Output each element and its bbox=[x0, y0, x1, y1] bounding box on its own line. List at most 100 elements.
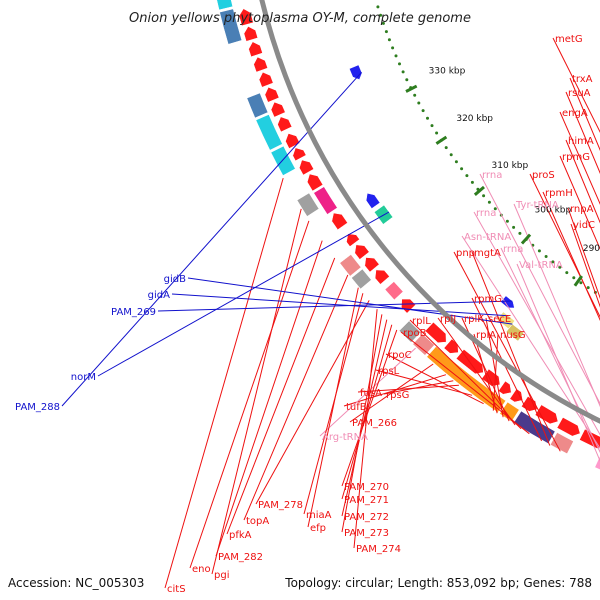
gene-feature bbox=[246, 92, 269, 119]
leader-line bbox=[516, 263, 600, 463]
gene-label: efp bbox=[310, 523, 326, 534]
track-dot bbox=[586, 286, 590, 290]
kbp-tick bbox=[520, 233, 532, 245]
gene-label: rrna bbox=[503, 244, 523, 255]
leader-line bbox=[471, 297, 543, 442]
leader-line bbox=[353, 309, 378, 549]
gene-label: eno bbox=[192, 564, 211, 575]
gene-label: PAM_270 bbox=[344, 482, 389, 493]
track-dot bbox=[398, 62, 401, 66]
leader-line bbox=[375, 369, 473, 396]
leader-line bbox=[341, 319, 388, 517]
gene-feature bbox=[556, 417, 581, 437]
leader-line bbox=[565, 139, 600, 224]
track-dot bbox=[579, 281, 583, 285]
leader-line bbox=[552, 37, 600, 133]
gene-feature bbox=[253, 56, 268, 73]
gene-label: himA bbox=[568, 136, 594, 147]
track-dot bbox=[482, 194, 486, 198]
gene-label: rplL bbox=[412, 316, 431, 327]
gene-label: metG bbox=[555, 34, 583, 45]
track-dot bbox=[493, 207, 497, 211]
gene-label: citS bbox=[167, 584, 186, 595]
leader-line bbox=[479, 173, 600, 405]
label-leader-lines bbox=[61, 37, 600, 589]
track-dot bbox=[394, 54, 398, 58]
gene-feature bbox=[424, 321, 447, 343]
gene-label: yidC bbox=[573, 220, 595, 231]
gene-label: nusG bbox=[500, 330, 526, 341]
leader-line bbox=[226, 257, 336, 535]
leader-line bbox=[570, 223, 600, 308]
leader-line bbox=[567, 207, 600, 300]
gene-label: PAM_269 bbox=[111, 307, 156, 318]
track-dot bbox=[572, 276, 576, 280]
gene-label: PAM_266 bbox=[352, 418, 397, 429]
gene-feature bbox=[299, 159, 315, 176]
gene-feature bbox=[534, 404, 559, 425]
gene-label: pgi bbox=[214, 570, 229, 581]
kbp-label: 310 kbp bbox=[492, 161, 529, 171]
track-dot bbox=[565, 271, 569, 275]
gene-label: pnp bbox=[456, 248, 475, 259]
track-dot bbox=[454, 160, 458, 164]
track-dot bbox=[421, 109, 425, 113]
track-dot bbox=[379, 13, 383, 17]
gene-label: rpmG bbox=[562, 152, 590, 163]
gene-feature bbox=[398, 320, 422, 343]
kbp-tick bbox=[473, 185, 485, 196]
leader-line bbox=[97, 211, 390, 377]
leader-line bbox=[409, 319, 522, 430]
gene-label: miaA bbox=[306, 510, 332, 521]
leader-line bbox=[559, 155, 600, 250]
gene-feature bbox=[549, 432, 574, 455]
gene-feature bbox=[351, 268, 372, 290]
gene-label: Arg-tRNA bbox=[322, 432, 368, 443]
gene-feature bbox=[594, 455, 600, 470]
gene-label: rplK bbox=[464, 314, 484, 325]
leader-line bbox=[529, 173, 600, 318]
track-dot bbox=[505, 219, 509, 223]
gene-label: PAM_274 bbox=[356, 544, 401, 555]
gene-feature bbox=[331, 212, 348, 231]
gene-feature bbox=[313, 186, 338, 215]
gene-feature bbox=[348, 64, 363, 80]
gene-feature bbox=[346, 233, 360, 247]
leader-line bbox=[383, 380, 454, 395]
gene-label: PAM_288 bbox=[15, 402, 60, 413]
track-dot bbox=[384, 30, 388, 34]
track-dot bbox=[460, 167, 464, 171]
gene-feature bbox=[292, 147, 307, 162]
track-dot bbox=[537, 249, 541, 253]
gene-label: mgtA bbox=[474, 248, 501, 259]
leader-line bbox=[542, 191, 600, 322]
gene-label: rplJ bbox=[440, 314, 456, 325]
track-dot bbox=[376, 5, 380, 9]
kbp-tick bbox=[405, 84, 418, 93]
leader-line bbox=[341, 314, 383, 533]
gene-label: rpoC bbox=[388, 350, 412, 361]
gene-labels: metG trxA rsuA engA himA rpmG proS rpmH rnpA yidC… bbox=[15, 34, 595, 595]
gene-feature bbox=[255, 114, 283, 151]
gene-label: rnpA bbox=[570, 204, 594, 215]
gene-feature bbox=[339, 254, 362, 277]
gene-label: engA bbox=[562, 108, 588, 119]
gene-label: trxA bbox=[572, 74, 593, 85]
leader-line bbox=[189, 220, 310, 569]
leader-line bbox=[492, 333, 499, 411]
track-dot bbox=[405, 78, 409, 82]
track-dot bbox=[401, 70, 405, 74]
leader-line bbox=[341, 329, 398, 487]
gene-label: tufB bbox=[346, 402, 367, 413]
kbp-tick bbox=[573, 275, 583, 287]
gene-label: rpmG bbox=[474, 294, 502, 305]
gene-label: rsuA bbox=[568, 88, 591, 99]
gene-label: PAM_273 bbox=[344, 528, 389, 539]
map-title: Onion yellows phytoplasma OY-M, complete… bbox=[129, 11, 471, 26]
track-dot bbox=[381, 21, 385, 25]
gene-label: PAM_278 bbox=[258, 500, 303, 511]
track-dot bbox=[544, 255, 548, 258]
gene-feature bbox=[374, 269, 390, 285]
gene-label: topA bbox=[246, 516, 269, 527]
track-dot bbox=[387, 38, 391, 42]
